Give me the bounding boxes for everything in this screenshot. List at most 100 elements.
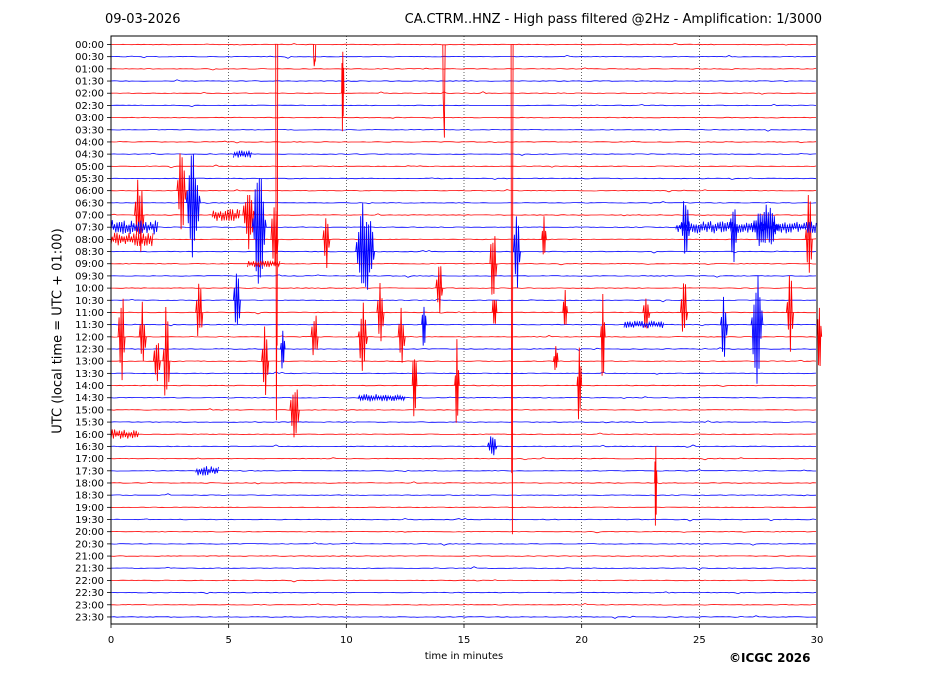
noise-burst — [357, 393, 406, 402]
seismic-event — [310, 315, 319, 356]
noise-burst — [233, 150, 252, 158]
y-tick-label: 06:30 — [75, 198, 104, 209]
x-tick-label: 20 — [575, 635, 588, 646]
chart-title: CA.CTRM..HNZ - High pass filtered @2Hz -… — [404, 12, 822, 27]
trace-20:00 — [110, 530, 817, 534]
noise-burst — [110, 219, 159, 235]
noise-burst — [211, 208, 241, 222]
date-label: 09-03-2026 — [105, 12, 181, 27]
y-tick-label: 16:30 — [75, 442, 104, 453]
y-tick-label: 02:30 — [75, 101, 104, 112]
trace-01:30 — [110, 79, 817, 83]
seismic-event — [341, 51, 345, 132]
noise-burst — [623, 319, 664, 329]
y-tick-label: 03:30 — [75, 125, 104, 136]
trace-22:30 — [110, 591, 817, 595]
trace-09:00 — [110, 262, 816, 266]
seismic-event — [489, 236, 498, 295]
trace-18:30 — [110, 493, 817, 497]
seismic-event — [279, 330, 286, 369]
trace-22:00 — [111, 579, 817, 583]
grid-lines — [228, 36, 700, 624]
y-tick-label: 21:00 — [75, 552, 104, 563]
x-axis-ticks: 0 5 10 15 20 25 30 — [108, 624, 823, 646]
trace-17:30 — [110, 469, 816, 473]
y-tick-label: 04:30 — [75, 150, 104, 161]
noise-burst — [675, 221, 817, 234]
y-tick-label: 13:30 — [75, 369, 104, 380]
noise-burst — [110, 232, 154, 247]
seismic-event — [421, 306, 427, 346]
trace-13:30 — [110, 371, 817, 375]
y-tick-label: 03:00 — [75, 113, 104, 124]
seismic-event — [435, 266, 444, 314]
seismic-event — [162, 306, 171, 396]
trace-17:00 — [110, 457, 817, 461]
trace-00:00 — [110, 42, 817, 46]
y-tick-label: 09:30 — [75, 271, 104, 282]
seismic-event — [322, 218, 331, 269]
trace-23:30 — [110, 615, 817, 619]
seismic-event — [750, 275, 764, 384]
y-tick-label: 10:30 — [75, 296, 104, 307]
seismic-event — [355, 203, 376, 290]
trace-02:30 — [110, 103, 817, 108]
seismic-event — [512, 216, 521, 288]
trace-15:30 — [110, 420, 817, 424]
trace-21:30 — [110, 566, 817, 571]
trace-18:00 — [110, 481, 817, 485]
y-tick-label: 05:30 — [75, 174, 104, 185]
y-tick-label: 01:00 — [75, 64, 104, 75]
trace-21:00 — [110, 555, 817, 557]
y-tick-label: 00:00 — [75, 40, 104, 51]
x-tick-label: 5 — [225, 635, 231, 646]
seismic-event — [117, 298, 126, 381]
seismic-event — [442, 44, 446, 138]
seismic-event — [541, 216, 547, 255]
x-tick-label: 15 — [458, 635, 471, 646]
trace-08:30 — [110, 250, 817, 254]
seismic-event — [138, 301, 147, 362]
noise-burst — [195, 466, 219, 476]
trace-14:30 — [110, 396, 817, 399]
trace-02:00 — [110, 91, 817, 95]
y-tick-label: 17:30 — [75, 466, 104, 477]
seismic-event — [289, 389, 300, 438]
trace-23:00 — [111, 603, 816, 606]
seismic-event — [195, 283, 204, 337]
y-tick-label: 12:30 — [75, 345, 104, 356]
y-tick-label: 00:30 — [75, 52, 104, 63]
y-tick-label: 15:30 — [75, 418, 104, 429]
trace-05:30 — [110, 177, 817, 180]
y-tick-label: 23:00 — [75, 600, 104, 611]
seismic-event — [397, 307, 406, 363]
seismic-event — [251, 177, 267, 284]
trace-07:00 — [110, 213, 816, 217]
y-tick-label: 10:00 — [75, 284, 104, 295]
y-tick-label: 12:00 — [75, 332, 104, 343]
y-axis-label: UTC (local time = UTC + 01:00) — [50, 228, 66, 434]
y-tick-label: 04:00 — [75, 137, 104, 148]
seismic-event — [785, 275, 794, 352]
trace-10:00 — [111, 287, 817, 289]
y-tick-label: 14:00 — [75, 381, 104, 392]
seismic-events — [110, 44, 823, 535]
trace-04:00 — [110, 140, 817, 144]
seismic-event — [804, 194, 813, 273]
trace-11:30 — [110, 323, 817, 327]
seismic-event — [487, 436, 498, 456]
y-tick-label: 16:00 — [75, 430, 104, 441]
x-axis-label: time in minutes — [424, 651, 504, 662]
x-tick-label: 0 — [108, 635, 114, 646]
seismic-event — [510, 44, 514, 535]
trace-05:00 — [110, 164, 817, 169]
seismic-event — [242, 194, 256, 250]
x-tick-label: 10 — [340, 635, 353, 646]
y-tick-label: 14:30 — [75, 393, 104, 404]
y-tick-label: 18:30 — [75, 491, 104, 502]
seismic-event — [134, 179, 145, 252]
seismic-event — [562, 289, 568, 325]
trace-06:30 — [110, 201, 817, 205]
y-tick-label: 22:30 — [75, 588, 104, 599]
